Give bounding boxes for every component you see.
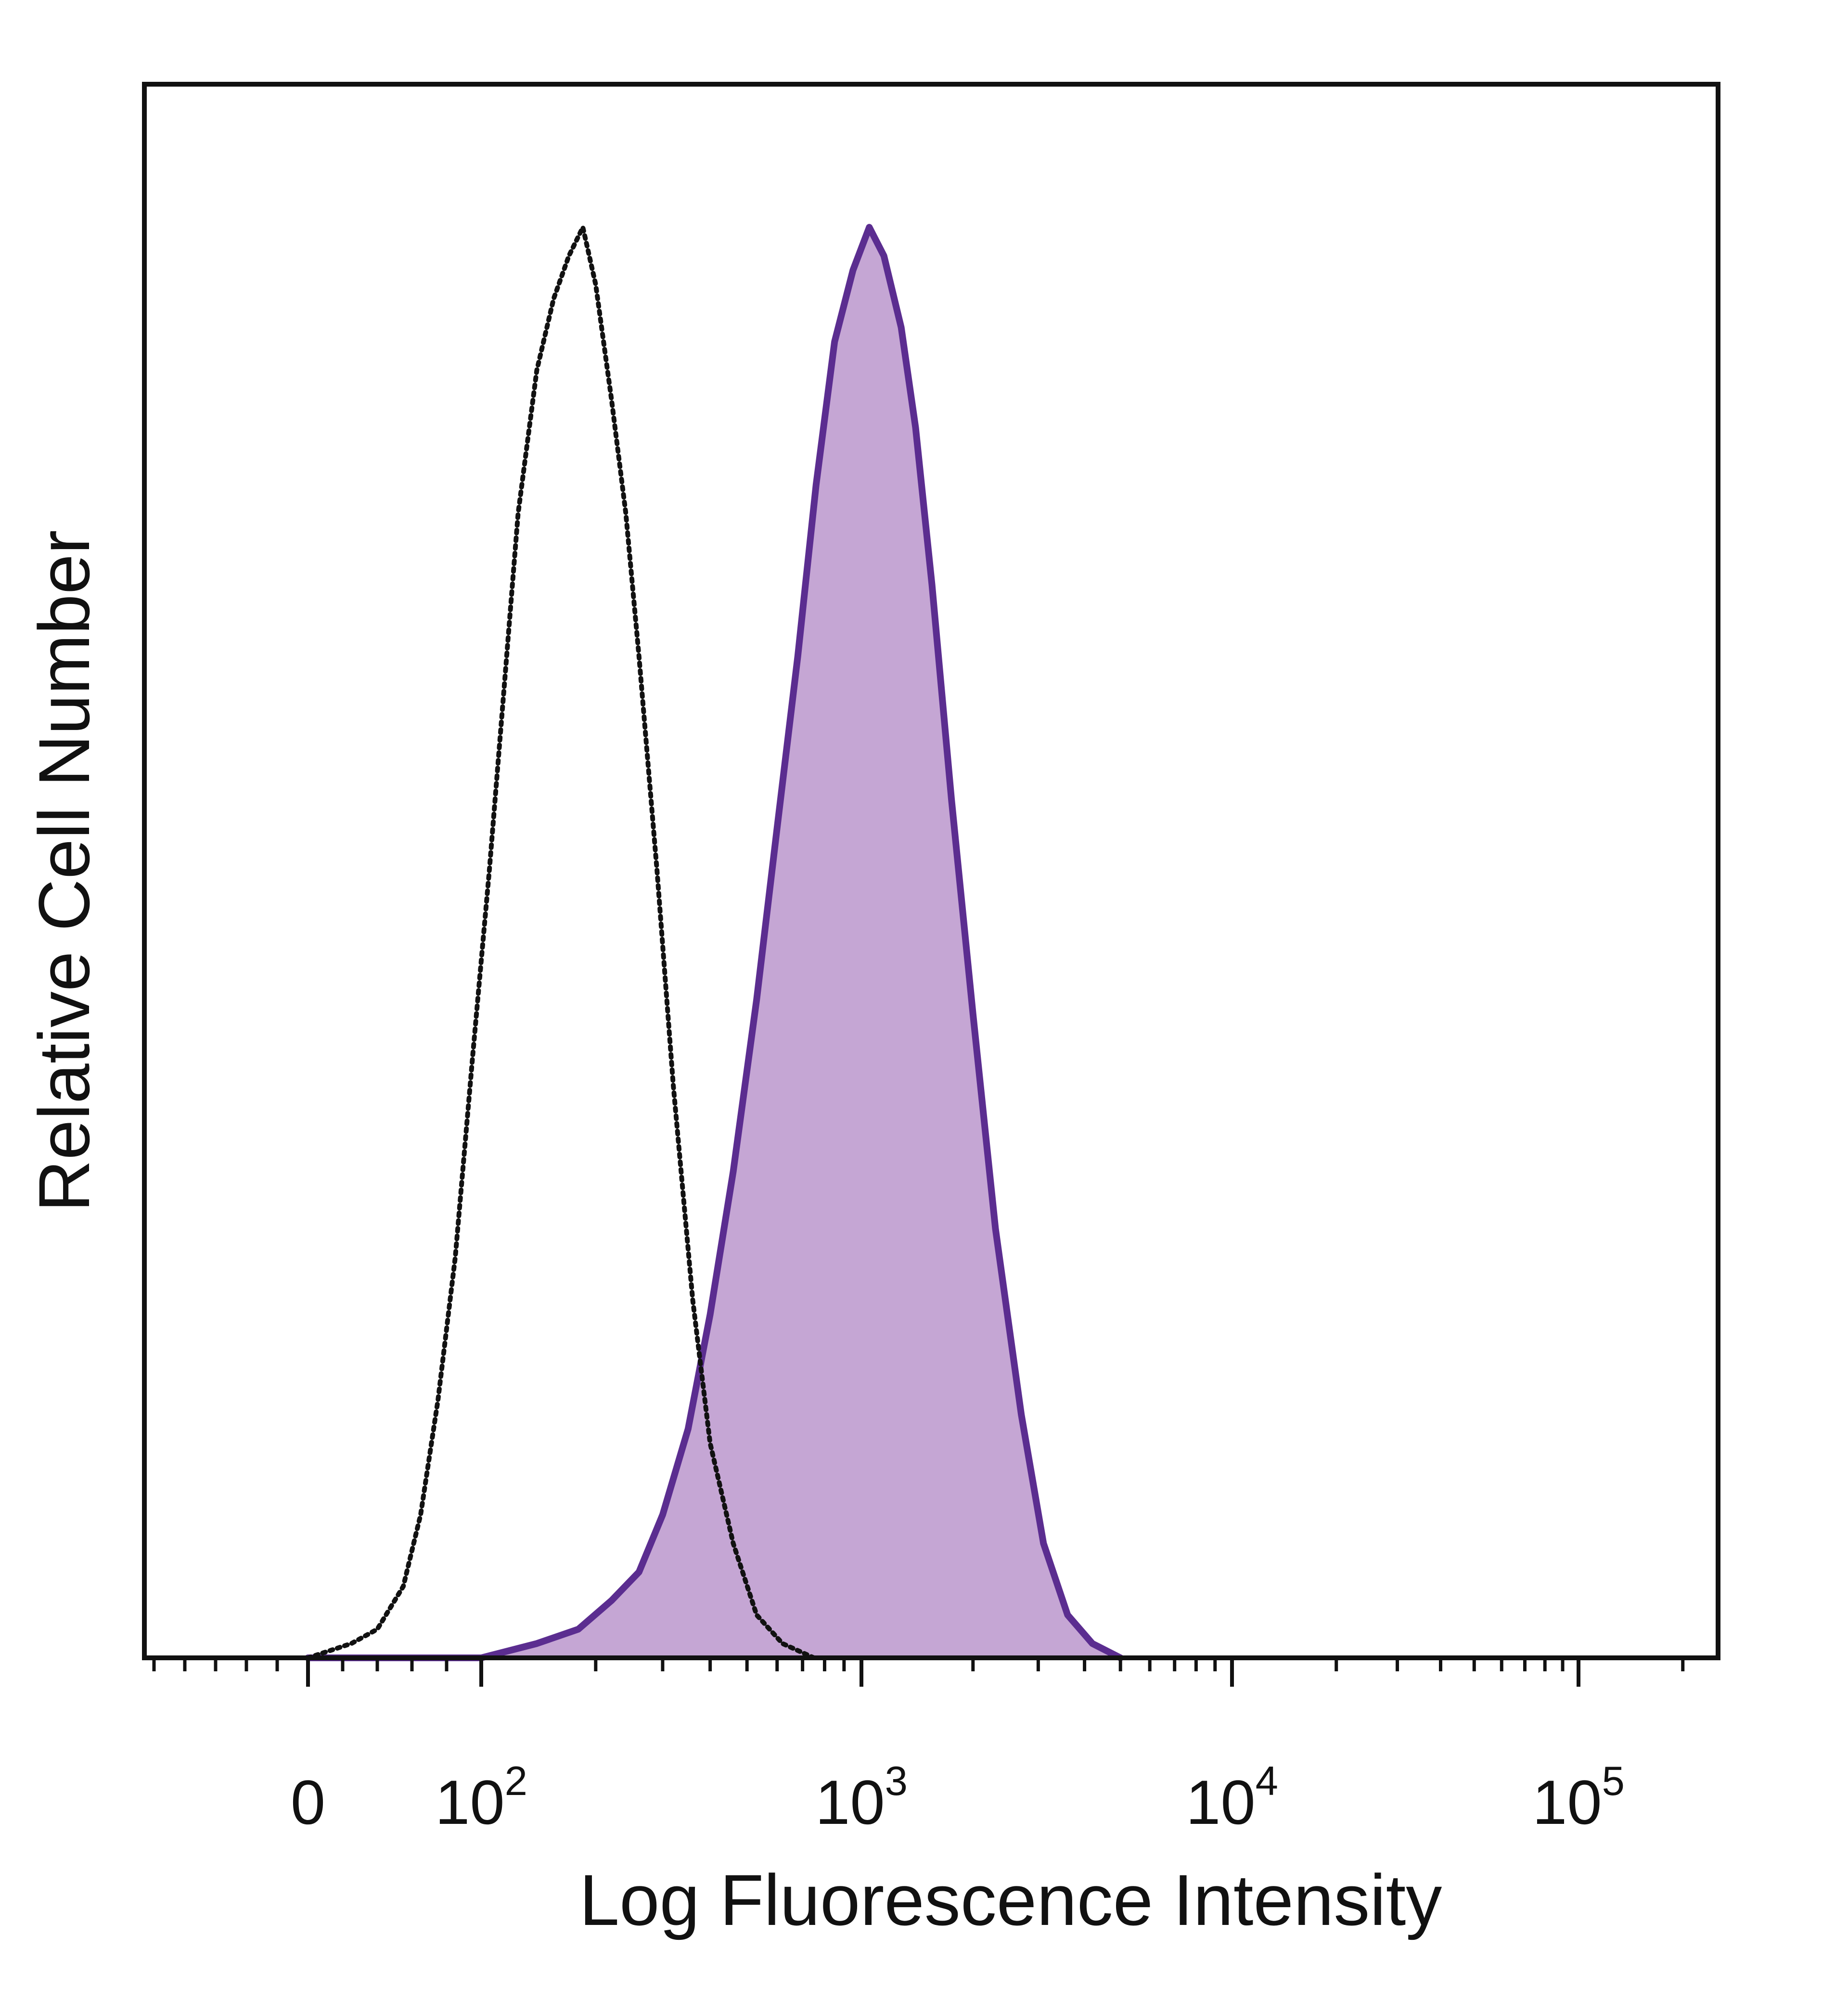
- plot-layer: [144, 220, 1718, 1661]
- y-axis-label: Relative Cell Number: [24, 530, 104, 1212]
- stained-histogram-fill: [308, 227, 1121, 1658]
- x-axis-label: Log Fluorescence Intensity: [579, 1859, 1442, 1940]
- plot-frame: [142, 82, 1720, 1660]
- x-tick-label: 103: [815, 1758, 908, 1837]
- x-tick-label: 105: [1532, 1758, 1625, 1837]
- x-tick-label: 0: [291, 1767, 325, 1837]
- stained-histogram-outline: [305, 224, 1124, 1661]
- x-tick-label: 104: [1186, 1758, 1278, 1837]
- x-axis-ticks: 0 102 103 104 105: [152, 1658, 1685, 1837]
- control-histogram-line: [306, 220, 817, 1660]
- x-tick-label: 102: [435, 1758, 527, 1837]
